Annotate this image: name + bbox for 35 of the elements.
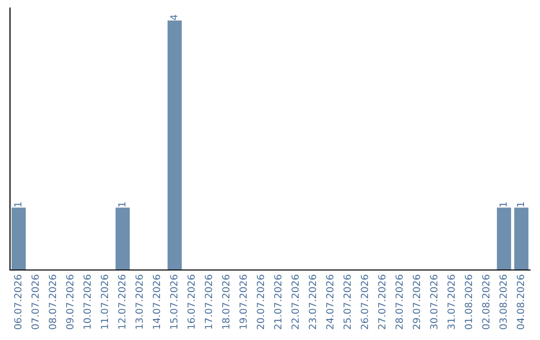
x-tick-label: 22.07.2026: [291, 274, 299, 330]
x-tick-label: 20.07.2026: [256, 274, 264, 330]
x-tick-label: 26.07.2026: [360, 274, 368, 330]
x-tick-label: 10.07.2026: [83, 274, 91, 329]
x-tick-label: 16.07.2026: [187, 274, 195, 329]
data-label: 1: [118, 202, 126, 207]
x-tick-label: 19.07.2026: [239, 274, 247, 329]
x-tick-label: 31.07.2026: [447, 274, 455, 330]
x-tick-label: 23.07.2026: [308, 274, 316, 330]
x-tick-label: 01.08.2026: [464, 274, 472, 330]
x-tick-label: 21.07.2026: [274, 274, 282, 330]
x-tick-label: 09.07.2026: [66, 274, 74, 330]
x-tick-label: 25.07.2026: [343, 274, 351, 330]
x-tick-label: 30.07.2026: [430, 274, 438, 330]
data-label: 1: [14, 202, 22, 207]
x-tick-label: 04.08.2026: [516, 274, 524, 330]
data-label: 1: [500, 202, 507, 207]
x-tick-label: 03.08.2026: [499, 274, 507, 330]
x-tick-label: 07.07.2026: [31, 274, 39, 330]
x-tick-label: 14.07.2026: [152, 274, 160, 329]
x-tick-label: 18.07.2026: [222, 274, 230, 329]
x-tick-label: 15.07.2026: [170, 274, 178, 329]
x-tick-label: 12.07.2026: [118, 274, 126, 329]
x-tick-label: 29.07.2026: [412, 274, 420, 330]
x-tick-label: 28.07.2026: [395, 274, 403, 330]
x-tick-label: 17.07.2026: [204, 274, 212, 329]
x-tick-label: 06.07.2026: [14, 274, 22, 330]
x-tick-label: 13.07.2026: [135, 274, 143, 329]
x-tick-label: 24.07.2026: [326, 274, 334, 330]
x-tick-label: 02.08.2026: [482, 274, 490, 330]
x-tick-label: 08.07.2026: [48, 274, 56, 330]
x-tick-label: 27.07.2026: [378, 274, 386, 330]
data-label: 1: [516, 202, 524, 207]
x-tick-label: 11.07.2026: [100, 274, 108, 329]
data-label: 4: [170, 14, 178, 20]
